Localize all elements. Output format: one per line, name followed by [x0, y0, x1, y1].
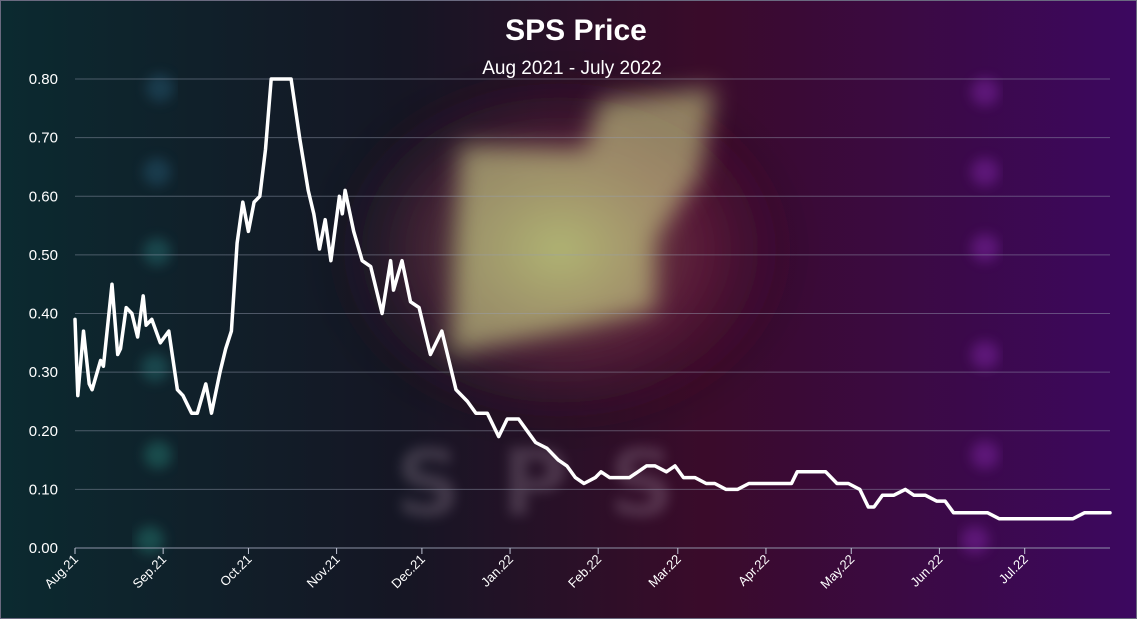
background-logo-shape [450, 88, 715, 355]
background-dots-right [961, 78, 999, 554]
watermark-text: SPS [395, 430, 715, 537]
price-series-line [73, 77, 1112, 521]
y-tick-label: 0.00 [29, 540, 58, 557]
y-axis: 0.00 0.10 0.20 0.30 0.40 0.50 0.60 0.70 0.80 [29, 71, 58, 557]
chart-title: SPS Price [505, 14, 647, 47]
background-dots-left [136, 74, 174, 554]
y-tick-label: 0.20 [29, 423, 58, 440]
y-tick-label: 0.50 [29, 247, 58, 264]
y-tick-label: 0.60 [29, 188, 58, 205]
y-tick-label: 0.30 [29, 364, 58, 381]
y-tick-label: 0.70 [29, 130, 58, 147]
y-tick-label: 0.80 [29, 71, 58, 88]
gridlines [75, 78, 1110, 549]
y-tick-label: 0.10 [29, 481, 58, 498]
y-tick-label: 0.40 [29, 306, 58, 323]
series-layer [73, 77, 1112, 521]
chart-subtitle: Aug 2021 - July 2022 [482, 58, 662, 79]
